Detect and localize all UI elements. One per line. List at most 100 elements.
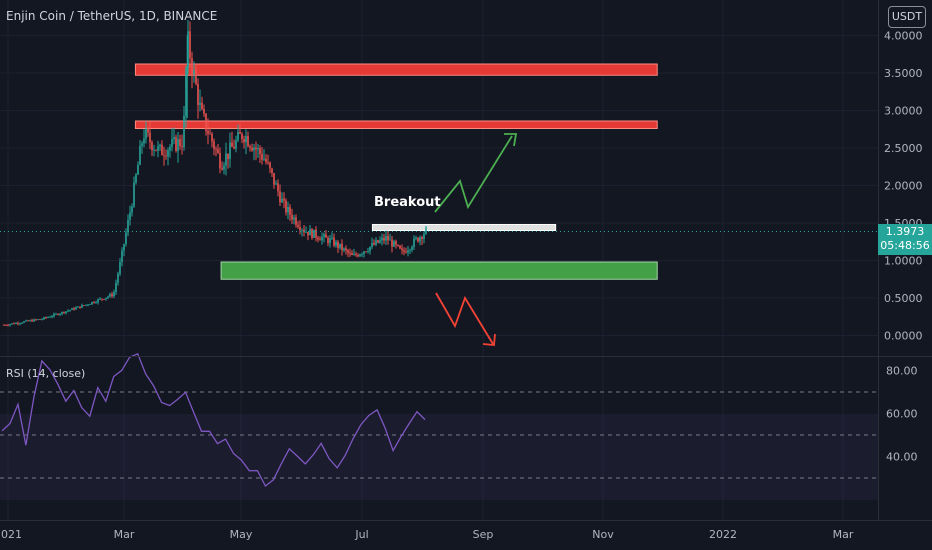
candle-body [113, 292, 115, 297]
candle-body [385, 235, 387, 241]
price-tick-label: 1.0000 [884, 255, 923, 268]
candle-body [131, 206, 133, 213]
price-axis[interactable]: 0.00000.50001.00001.50002.00002.50003.00… [884, 30, 923, 343]
time-tick-label: Mar [114, 528, 135, 541]
candle-body [87, 304, 89, 306]
candle-body [175, 137, 177, 152]
candle-body [361, 253, 363, 255]
candle-body [189, 31, 191, 59]
candle-body [413, 238, 415, 248]
candle-body [367, 251, 369, 252]
candle-body [333, 237, 335, 246]
candle-body [155, 149, 157, 151]
candle-body [49, 316, 51, 318]
candle-body [375, 240, 377, 245]
candle-body [269, 162, 271, 169]
candle-body [145, 128, 147, 139]
price-tick-label: 3.0000 [884, 105, 923, 118]
candle-body [211, 133, 213, 142]
candle-body [115, 282, 117, 293]
candle-body [337, 241, 339, 248]
price-tick-label: 2.5000 [884, 142, 923, 155]
candle-body [381, 237, 383, 241]
rsi-axis[interactable]: 40.00 60.00 80.00 [886, 365, 918, 464]
candle-body [293, 217, 295, 220]
candle-body [343, 248, 345, 251]
candle-body [59, 313, 61, 315]
candle-body [43, 317, 45, 320]
currency-button[interactable]: USDT [888, 6, 926, 28]
candle-body [183, 115, 185, 148]
candle-body [409, 249, 411, 251]
projection-arrows [434, 133, 518, 346]
candle-body [221, 168, 223, 170]
candle-body [393, 241, 395, 247]
candle-body [225, 153, 227, 166]
breakout-zone[interactable] [371, 224, 557, 231]
candle-body [377, 240, 379, 243]
candle-body [243, 138, 245, 143]
candle-body [397, 244, 399, 246]
support-zone[interactable] [220, 261, 658, 280]
candle-body [133, 182, 135, 207]
rsi-tick-label: 80.00 [886, 365, 918, 378]
candle-body [157, 146, 159, 151]
candle-body [247, 136, 249, 147]
candle-body [355, 253, 357, 256]
candle-body [23, 321, 25, 323]
candle-body [283, 198, 285, 201]
candle-body [317, 237, 319, 240]
candle-body [255, 147, 257, 150]
candle-body [231, 142, 233, 147]
candle-body [203, 109, 205, 114]
price-tick-label: 0.0000 [884, 330, 923, 343]
candle-body [39, 319, 41, 321]
rsi-tick-label: 60.00 [886, 408, 918, 421]
candle-body [217, 149, 219, 153]
resistance-zone[interactable] [134, 63, 658, 76]
candle-body [21, 322, 23, 324]
candle-body [271, 168, 273, 173]
candle-body [75, 307, 77, 310]
candle-body [411, 247, 413, 250]
candle-body [229, 142, 231, 159]
rsi-title: RSI (14, close) [6, 367, 86, 380]
candle-body [127, 219, 129, 233]
candle-body [279, 191, 281, 203]
candle-body [415, 237, 417, 239]
price-tick-label: 0.5000 [884, 292, 923, 305]
candle-body [363, 251, 365, 254]
candle-body [123, 244, 125, 251]
candle-body [53, 314, 55, 317]
candle-body [219, 152, 221, 169]
candle-body [179, 139, 181, 146]
candle-body [331, 237, 333, 239]
candle-body [417, 237, 419, 242]
candle-body [365, 251, 367, 253]
time-axis[interactable]: 2021 Mar May Jul Sep Nov 2022 Mar [0, 528, 854, 541]
candle-body [205, 113, 207, 131]
candle-body [197, 84, 199, 105]
candle-body [93, 301, 95, 303]
candle-body [325, 234, 327, 238]
candle-body [257, 148, 259, 150]
candle-body [295, 217, 297, 225]
candle-body [305, 231, 307, 233]
candle-body [13, 323, 15, 325]
candle-body [341, 243, 343, 251]
resistance-zone[interactable] [134, 120, 658, 129]
candle-body [275, 183, 277, 185]
candle-body [307, 231, 309, 236]
price-tick-label: 2.0000 [884, 180, 923, 193]
candle-body [95, 302, 97, 304]
candle-body [51, 316, 53, 318]
candle-body [191, 58, 193, 75]
candle-body [97, 299, 99, 303]
candle-body [105, 297, 107, 300]
candle-body [173, 137, 175, 140]
candle-body [369, 246, 371, 252]
bar-countdown: 05:48:56 [880, 239, 930, 252]
candle-body [309, 229, 311, 236]
candle-body [101, 298, 103, 300]
